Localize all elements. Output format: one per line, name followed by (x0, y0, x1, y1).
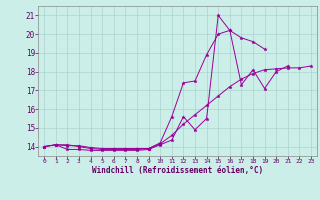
X-axis label: Windchill (Refroidissement éolien,°C): Windchill (Refroidissement éolien,°C) (92, 166, 263, 175)
